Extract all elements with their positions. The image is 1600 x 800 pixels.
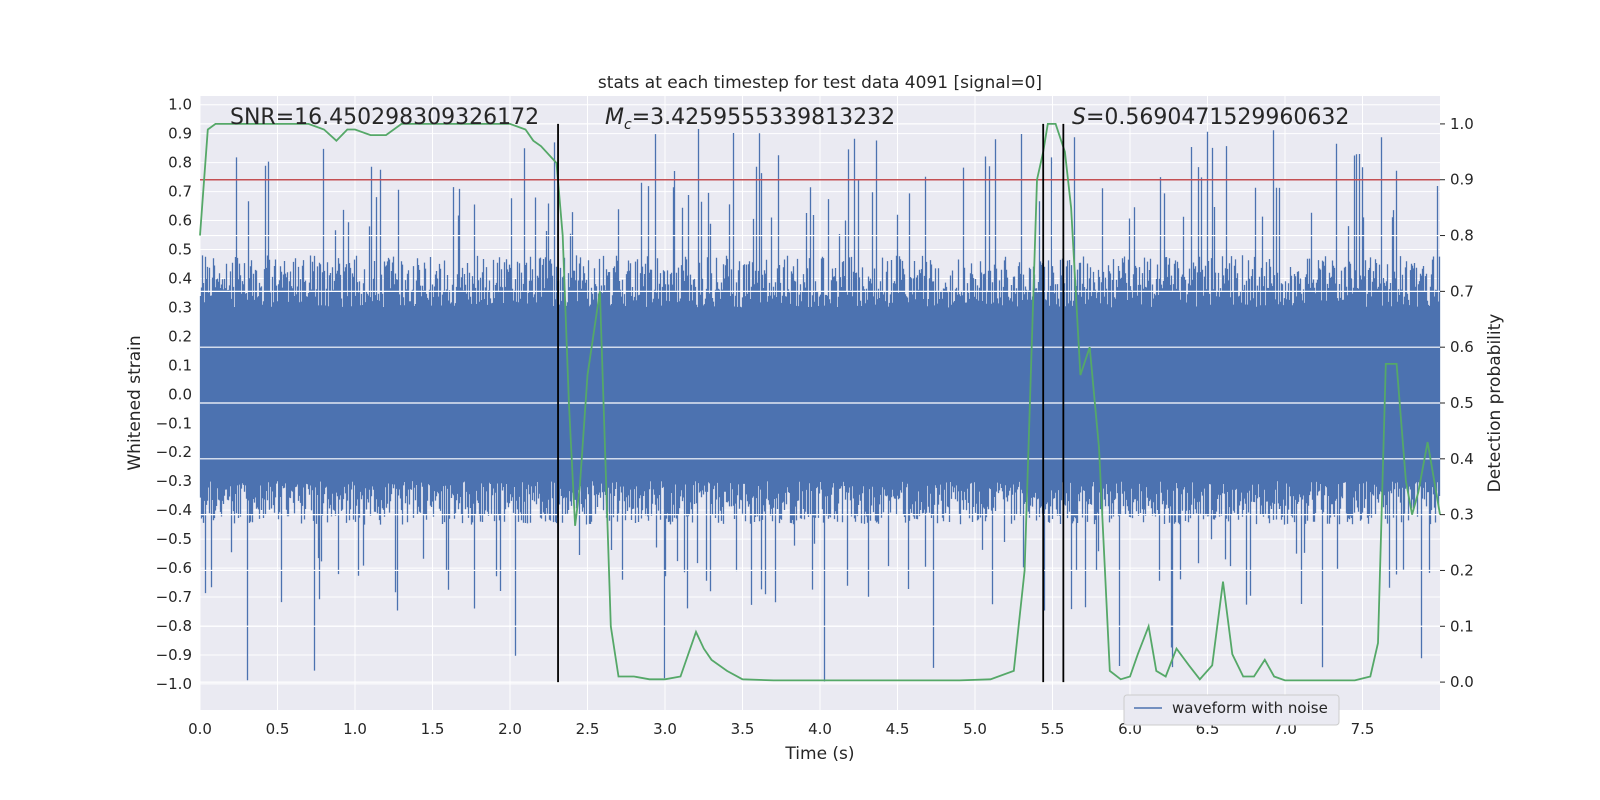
y-right-tick-label: 0.5 [1450, 394, 1474, 412]
y-left-tick-label: 0.3 [168, 298, 192, 316]
x-tick-label: 0.0 [188, 720, 212, 738]
y-right-tick-label: 0.7 [1450, 282, 1474, 300]
y-right-tick-label: 1.0 [1450, 115, 1474, 133]
y-right-tick-label: 0.4 [1450, 450, 1474, 468]
x-tick-label: 5.0 [963, 720, 987, 738]
legend-box [1123, 694, 1340, 726]
vertical-markers [557, 123, 1065, 683]
y-left-tick-label: −1.0 [156, 675, 192, 693]
s-symbol: S [1072, 105, 1086, 130]
y-right-tick-label: 0.0 [1450, 673, 1474, 691]
y-left-tick-label: −0.1 [156, 414, 192, 432]
y-left-tick-label: 0.7 [168, 183, 192, 201]
probability-series [199, 123, 1441, 682]
y-left-tick-label: −0.5 [156, 530, 192, 548]
s-value: =0.5690471529960632 [1086, 105, 1349, 130]
y-left-tick-label: 0.9 [168, 125, 192, 143]
y-left-tick-label: −0.9 [156, 646, 192, 664]
chirp-mass-symbol: M [605, 105, 624, 130]
chirp-mass-annotation: Mc=3.4259555339813232 [605, 105, 895, 133]
x-tick-label: 1.5 [421, 720, 445, 738]
x-tick-label: 4.5 [886, 720, 910, 738]
y-right-tick-labels: 1.0 0.9 0.8 0.7 0.6 0.5 0.4 0.3 0.2 0.1 0.0 [1440, 115, 1474, 691]
y-left-tick-label: 0.6 [168, 212, 192, 230]
y-right-tick-label: 0.1 [1450, 617, 1474, 635]
x-tick-label: 7.5 [1351, 720, 1375, 738]
y-left-tick-label: 0.1 [168, 356, 192, 374]
y-left-tick-label: 0.4 [168, 269, 192, 287]
x-axis-label: Time (s) [784, 744, 854, 764]
y-left-tick-label: −0.2 [156, 443, 192, 461]
x-tick-label: 2.0 [498, 720, 522, 738]
y-left-tick-labels: 1.0 0.9 0.8 0.7 0.6 0.5 0.4 0.3 0.2 0.1 0.0 −0.1 −0.… [156, 96, 192, 693]
probability-line [199, 123, 1441, 682]
y-right-tick-label: 0.9 [1450, 171, 1474, 189]
y-left-tick-label: −0.3 [156, 472, 192, 490]
legend: waveform with noise [1123, 694, 1340, 726]
x-tick-label: 5.5 [1041, 720, 1065, 738]
x-tick-label: 3.0 [653, 720, 677, 738]
waveform-series [199, 129, 1441, 682]
chart-title: stats at each timestep for test data 409… [598, 73, 1042, 93]
y-left-tick-label: −0.6 [156, 559, 192, 577]
y-left-tick-label: −0.4 [156, 501, 192, 519]
s-annotation: S=0.5690471529960632 [1072, 105, 1349, 130]
y-right-tick-label: 0.8 [1450, 227, 1474, 245]
y-left-tick-label: 0.0 [168, 385, 192, 403]
y-left-tick-label: −0.7 [156, 588, 192, 606]
y-left-tick-label: 0.8 [168, 154, 192, 172]
y-right-tick-label: 0.3 [1450, 506, 1474, 524]
y-right-tick-label: 0.6 [1450, 338, 1474, 356]
x-tick-label: 0.5 [266, 720, 290, 738]
y-left-tick-label: 0.2 [168, 327, 192, 345]
y-left-tick-label: 1.0 [168, 96, 192, 114]
y-axis-left-label: Whitened strain [125, 335, 145, 470]
legend-entry: waveform with noise [1172, 699, 1328, 717]
y-right-tick-label: 0.2 [1450, 561, 1474, 579]
x-tick-label: 4.0 [808, 720, 832, 738]
x-tick-label: 3.5 [731, 720, 755, 738]
chirp-mass-subscript: c [624, 117, 632, 133]
y-axis-right-label: Detection probability [1485, 314, 1505, 493]
y-left-tick-label: 0.5 [168, 241, 192, 259]
x-tick-label: 1.0 [343, 720, 367, 738]
waveform-trace [199, 129, 1441, 682]
x-tick-label: 2.5 [576, 720, 600, 738]
snr-annotation: SNR=16.450298309326172 [230, 105, 539, 130]
chirp-mass-value: =3.4259555339813232 [632, 105, 895, 130]
y-left-tick-label: −0.8 [156, 617, 192, 635]
